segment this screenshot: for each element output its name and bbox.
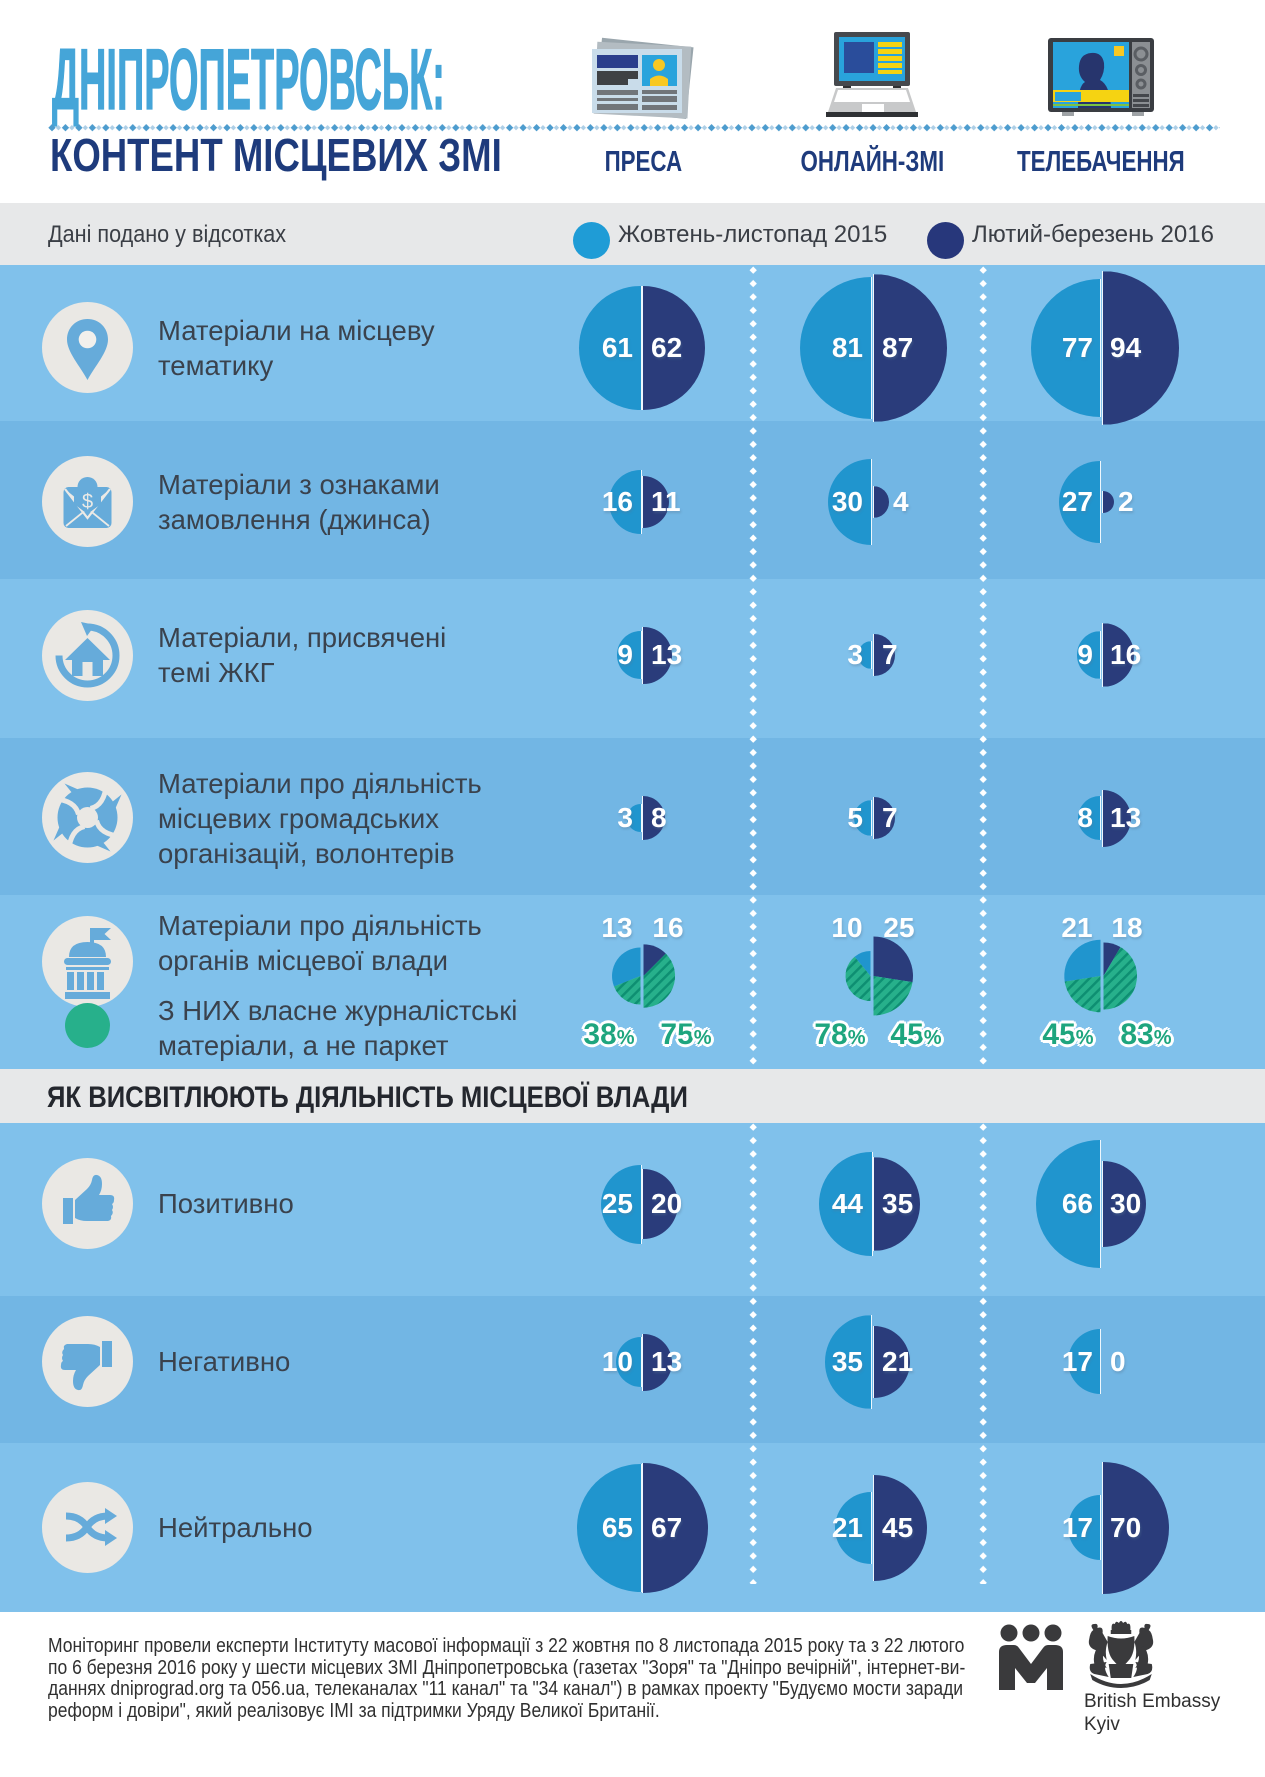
svg-text:$: $: [82, 491, 93, 513]
